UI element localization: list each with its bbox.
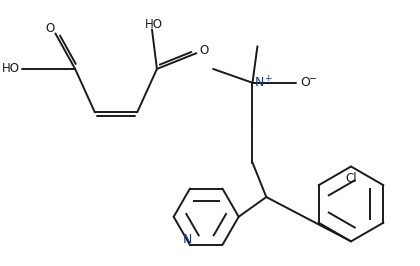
Text: HO: HO — [145, 18, 163, 31]
Text: N: N — [255, 76, 264, 89]
Text: O: O — [300, 76, 310, 89]
Text: HO: HO — [2, 63, 20, 76]
Text: Cl: Cl — [345, 172, 357, 185]
Text: N: N — [182, 234, 192, 247]
Text: O: O — [45, 22, 54, 35]
Text: +: + — [264, 74, 272, 83]
Text: O: O — [200, 44, 209, 57]
Text: −: − — [309, 74, 317, 84]
